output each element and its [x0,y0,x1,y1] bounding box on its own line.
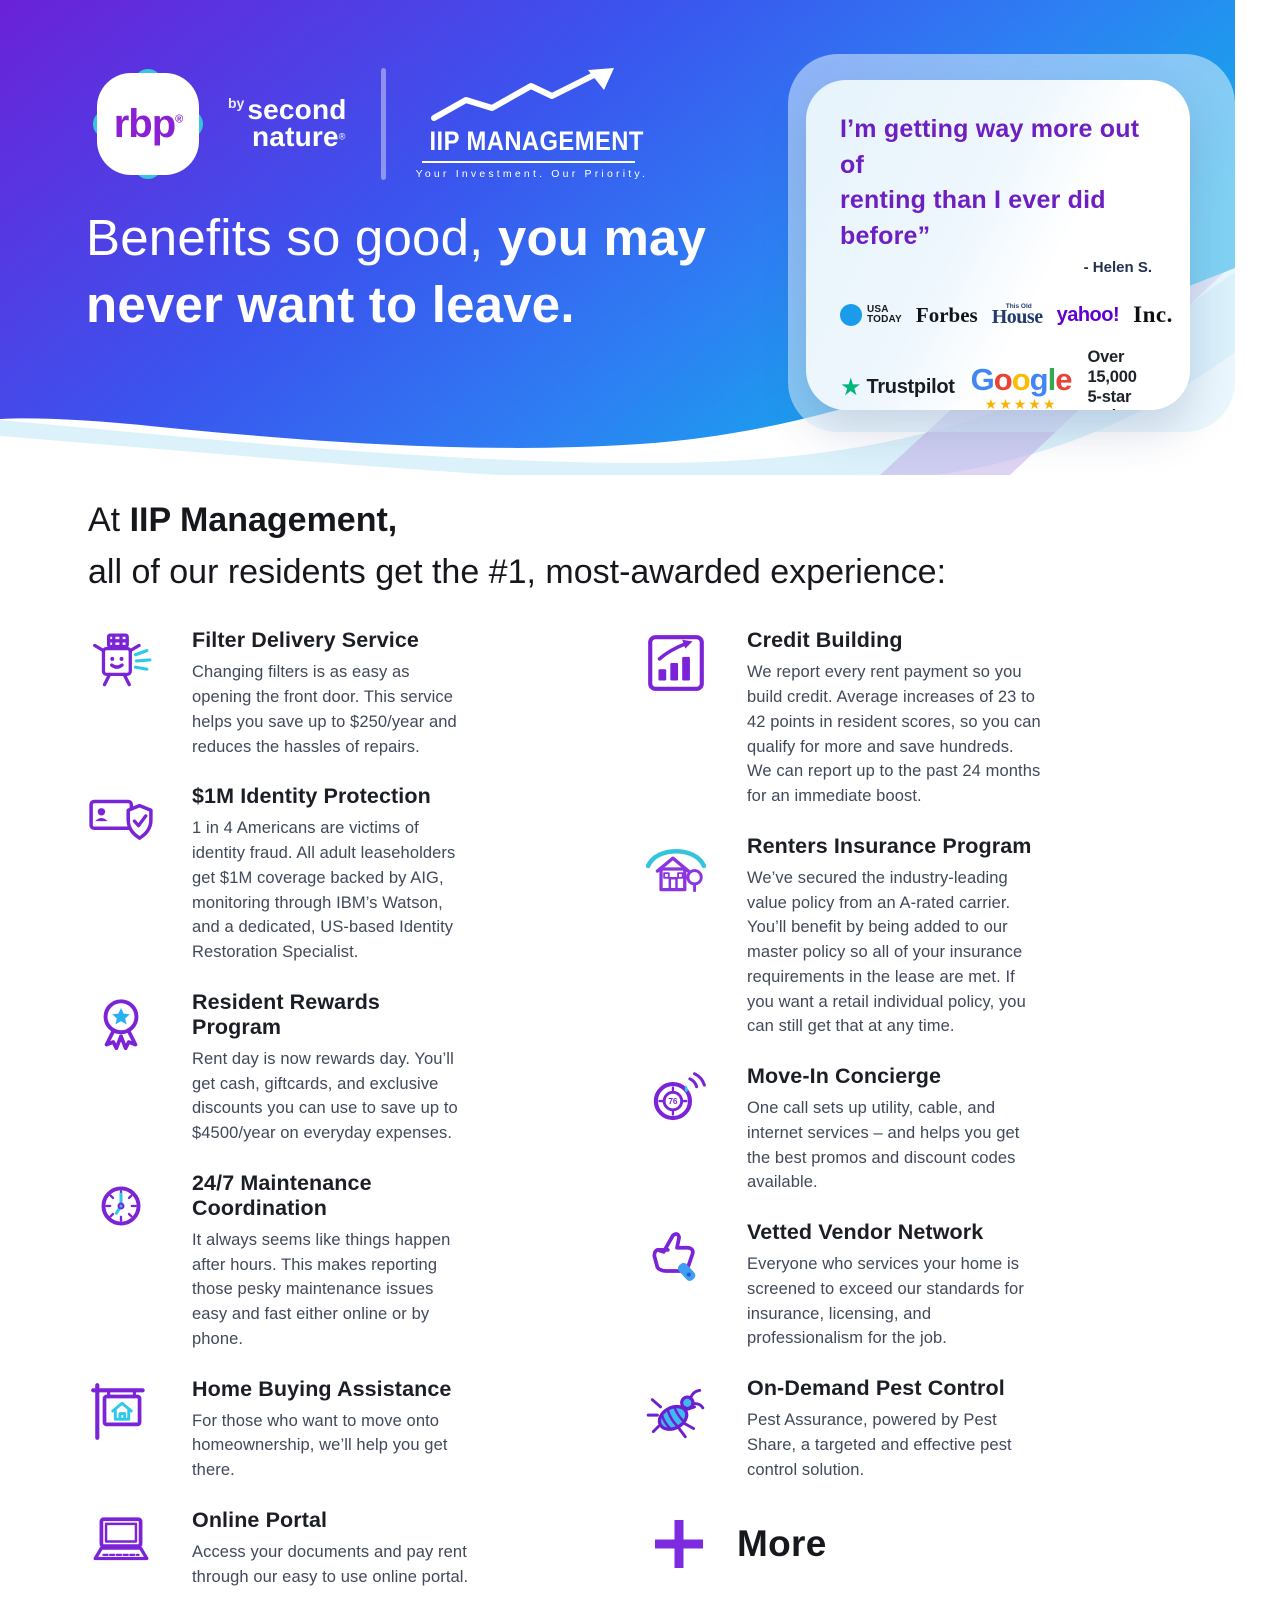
insured-house-icon [643,834,715,1039]
logo-divider [380,68,386,180]
headline-bold-1: you may [497,209,707,266]
benefit-filter-delivery: Filter Delivery Service Changing filters… [88,628,473,759]
benefit-renters-insurance: Renters Insurance Program We’ve secured … [643,834,1043,1039]
benefits-column-left: Filter Delivery Service Changing filters… [88,628,473,1600]
thermostat-icon: 76 [643,1064,715,1195]
headline-regular: Benefits so good, [86,209,498,266]
testimonial-card: I’m getting way more out of renting than… [806,80,1190,410]
benefits-columns: Filter Delivery Service Changing filters… [88,628,1189,1600]
home-sign-icon [88,1377,160,1483]
trustpilot-star-icon: ★ [840,373,862,401]
second-nature-logo: by second nature® [228,94,347,152]
benefit-move-in-concierge: 76 Move-In Concierge One call sets up ut… [643,1064,1043,1195]
thumbs-up-icon [643,1220,715,1351]
benefits-column-right: Credit Building We report every rent pay… [643,628,1043,1600]
yahoo-logo: yahoo! [1056,303,1120,326]
hero-section: rbp® by second nature® IIP MANAGEMENT You… [0,0,1277,475]
review-count: Over 15,000 5-star reviews [1087,348,1146,410]
pest-bug-icon [643,1376,715,1482]
more-benefits: More [643,1516,1043,1572]
inc-logo: Inc. [1133,302,1173,327]
plus-icon [655,1520,703,1569]
nature-word: nature [252,121,339,152]
credit-chart-icon [643,628,715,809]
trustpilot-name: Trustpilot [866,376,955,399]
usa-today-logo: USA TODAY [840,304,902,326]
review-logos-row: ★ Trustpilot Google ★★★★★ Over 15,000 5-… [840,348,1156,410]
iip-name: IIP MANAGEMENT [429,126,644,156]
benefit-resident-rewards: Resident Rewards Program Rent day is now… [88,990,473,1146]
benefit-identity-protection: $1M Identity Protection 1 in 4 Americans… [88,784,473,965]
testimonial-attribution: - Helen S. [1083,259,1152,276]
usa-today-circle-icon [840,304,862,326]
more-label: More [737,1523,827,1565]
iip-tagline: Your Investment. Our Priority. [415,168,649,180]
clock-icon [88,1171,160,1352]
forbes-logo: Forbes [915,302,978,327]
google-logo: Google ★★★★★ [970,362,1073,410]
svg-text:76: 76 [668,1097,678,1106]
intro-heading: At IIP Management, all of our residents … [88,501,947,591]
benefit-online-portal: Online Portal Access your documents and … [88,1508,473,1590]
growth-arrow-icon [431,68,615,121]
testimonial-quote: I’m getting way more out of renting than… [840,115,1140,250]
rbp-logo: rbp® [86,62,210,186]
filter-delivery-icon [88,628,160,759]
intro-brand-name: IIP Management, [129,501,398,539]
brand-logo-row: rbp® by second nature® IIP MANAGEMENT You… [86,62,649,186]
rbp-registered-mark: ® [175,113,183,126]
press-logos-row: USA TODAY Forbes This Old House yahoo! In… [840,302,1172,329]
this-old-house-logo: This Old House [991,303,1043,329]
benefit-pest-control: On-Demand Pest Control Pest Assurance, p… [643,1376,1043,1482]
google-five-stars-icon: ★★★★★ [984,396,1058,410]
headline-bold-2: never want to leave. [86,276,575,334]
laptop-icon [88,1508,160,1590]
benefit-home-buying: Home Buying Assistance For those who wan… [88,1377,473,1483]
by-label: by [228,95,245,112]
benefit-maintenance-coordination: 24/7 Maintenance Coordination It always … [88,1171,473,1352]
iip-underline [421,161,635,163]
rbp-logo-text: rbp® [113,101,184,146]
rbp-badge-shape: rbp® [97,73,199,175]
nature-registered-mark: ® [338,131,346,142]
benefits-section: At IIP Management, all of our residents … [0,475,1277,1600]
benefit-credit-building: Credit Building We report every rent pay… [643,628,1043,809]
identity-protection-icon [88,784,160,965]
second-word: second [247,94,347,126]
rewards-medal-icon [88,990,160,1146]
iip-management-logo: IIP MANAGEMENT Your Investment. Our Prio… [415,68,649,180]
hero-headline: Benefits so good, you may never want to … [86,204,706,339]
trustpilot-logo: ★ Trustpilot [840,373,955,401]
benefit-vetted-vendors: Vetted Vendor Network Everyone who servi… [643,1220,1043,1351]
